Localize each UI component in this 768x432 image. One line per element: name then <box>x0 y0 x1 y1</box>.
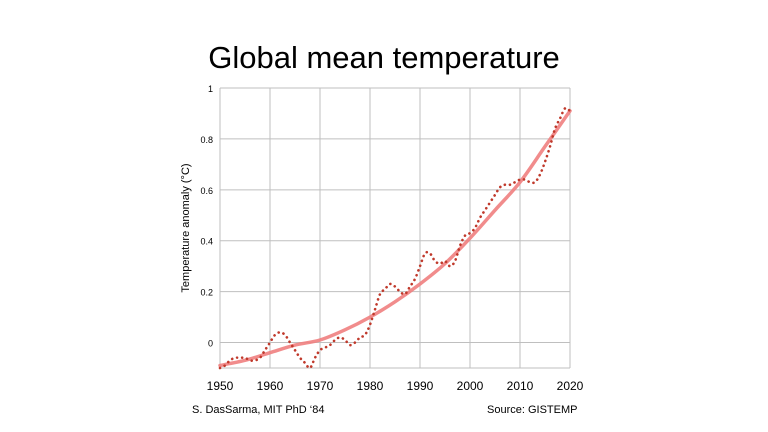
x-tick-label: 1990 <box>407 379 434 393</box>
x-axis-ticks: 1950 1960 1970 1980 1990 2000 2010 2020 <box>207 379 584 393</box>
y-tick-label: 0.2 <box>200 288 213 298</box>
annual-anomaly-points <box>220 108 570 368</box>
chart-title: Global mean temperature <box>208 40 560 75</box>
y-tick-label: 0.8 <box>200 135 213 145</box>
y-tick-label: 0.6 <box>200 186 213 196</box>
y-tick-label: 1 <box>208 84 213 94</box>
x-tick-label: 2020 <box>557 379 584 393</box>
x-tick-label: 2010 <box>507 379 534 393</box>
x-tick-label: 1950 <box>207 379 234 393</box>
y-axis-ticks: 1 0.8 0.6 0.4 0.2 0 <box>200 84 213 349</box>
x-tick-label: 1980 <box>357 379 384 393</box>
gridlines <box>219 87 571 369</box>
source-credit: Source: GISTEMP <box>487 404 578 416</box>
x-tick-label: 2000 <box>457 379 484 393</box>
trend-line <box>218 109 572 368</box>
author-credit: S. DasSarma, MIT PhD ‘84 <box>192 404 325 416</box>
x-tick-label: 1960 <box>257 379 284 393</box>
x-tick-label: 1970 <box>307 379 334 393</box>
annual-anomaly-line <box>218 106 572 370</box>
data-series <box>218 106 572 370</box>
y-axis-label: Temperature anomaly (°C) <box>180 163 192 292</box>
y-tick-label: 0.4 <box>200 237 213 247</box>
y-tick-label: 0 <box>208 339 213 349</box>
